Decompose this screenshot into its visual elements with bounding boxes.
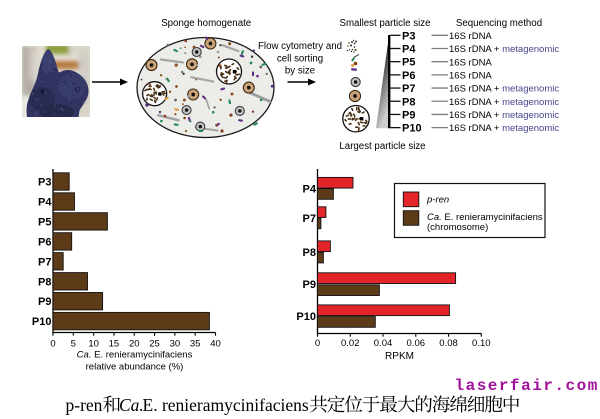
svg-text:0.08: 0.08 <box>439 338 458 349</box>
svg-text:0.06: 0.06 <box>407 338 426 349</box>
svg-text:16S rDNA + metagenomic: 16S rDNA + metagenomic <box>449 123 559 134</box>
svg-text:P9: P9 <box>38 296 51 308</box>
svg-text:16S rDNA + metagenomic: 16S rDNA + metagenomic <box>449 97 559 108</box>
svg-text:P3: P3 <box>402 30 415 42</box>
svg-text:0: 0 <box>50 339 55 350</box>
svg-text:P10: P10 <box>32 316 52 328</box>
svg-text:P4: P4 <box>402 43 416 55</box>
svg-text:0: 0 <box>315 338 320 349</box>
svg-text:Flow cytometry and: Flow cytometry and <box>258 41 342 52</box>
svg-text:P7: P7 <box>303 213 316 225</box>
svg-text:20: 20 <box>129 339 140 350</box>
svg-text:0.02: 0.02 <box>341 338 360 349</box>
svg-text:P8: P8 <box>38 276 51 288</box>
svg-text:by size: by size <box>285 66 315 77</box>
svg-text:P4: P4 <box>303 183 317 195</box>
svg-text:P7: P7 <box>38 256 51 268</box>
svg-text:laserfair.com: laserfair.com <box>455 377 599 395</box>
svg-text:P6: P6 <box>38 236 51 248</box>
svg-text:16S rDNA: 16S rDNA <box>449 57 492 68</box>
svg-text:p-ren: p-ren <box>426 195 449 206</box>
svg-text:25: 25 <box>149 339 160 350</box>
svg-text:P4: P4 <box>38 196 52 208</box>
svg-text:relative abundance (%): relative abundance (%) <box>86 362 184 373</box>
svg-text:P6: P6 <box>402 70 415 82</box>
svg-text:Ca.: Ca. <box>119 395 144 415</box>
svg-text:E. renieramycinifaciens: E. renieramycinifaciens <box>143 395 309 415</box>
svg-text:P9: P9 <box>402 109 415 121</box>
svg-text:cell sorting: cell sorting <box>277 54 323 65</box>
svg-text:P10: P10 <box>402 123 422 135</box>
svg-text:0.04: 0.04 <box>374 338 393 349</box>
svg-text:(chromosome): (chromosome) <box>427 222 488 233</box>
svg-text:30: 30 <box>170 339 181 350</box>
svg-text:35: 35 <box>190 339 201 350</box>
svg-text:16S rDNA + metagenomic: 16S rDNA + metagenomic <box>449 44 559 55</box>
svg-text:P7: P7 <box>402 83 415 95</box>
svg-text:P8: P8 <box>303 247 316 259</box>
svg-text:P10: P10 <box>296 311 316 323</box>
svg-text:40: 40 <box>210 339 221 350</box>
svg-text:Largest particle size: Largest particle size <box>339 141 425 152</box>
svg-text:RPKM: RPKM <box>385 351 414 362</box>
svg-text:16S rDNA: 16S rDNA <box>449 70 492 81</box>
svg-text:Sponge homogenate: Sponge homogenate <box>161 18 251 29</box>
svg-text:16S rDNA: 16S rDNA <box>449 31 492 42</box>
svg-text:Ca. E. renieramycinifaciens: Ca. E. renieramycinifaciens <box>77 350 193 361</box>
svg-text:P8: P8 <box>402 96 415 108</box>
svg-text:Smallest particle size: Smallest particle size <box>340 18 431 29</box>
svg-text:10: 10 <box>88 339 99 350</box>
svg-text:P3: P3 <box>38 177 51 189</box>
svg-text:0.10: 0.10 <box>472 338 491 349</box>
svg-text:5: 5 <box>71 339 76 350</box>
svg-text:P9: P9 <box>303 279 316 291</box>
svg-text:16S rDNA + metagenomic: 16S rDNA + metagenomic <box>449 84 559 95</box>
svg-text:Ca. E. renieramycinifaciens: Ca. E. renieramycinifaciens <box>427 212 543 223</box>
svg-text:15: 15 <box>109 339 120 350</box>
svg-text:p-ren: p-ren <box>66 395 103 415</box>
svg-text:P5: P5 <box>38 216 51 228</box>
svg-text:16S rDNA + metagenomic: 16S rDNA + metagenomic <box>449 110 559 121</box>
svg-text:P5: P5 <box>402 57 415 69</box>
svg-text:Sequencing method: Sequencing method <box>456 18 542 29</box>
